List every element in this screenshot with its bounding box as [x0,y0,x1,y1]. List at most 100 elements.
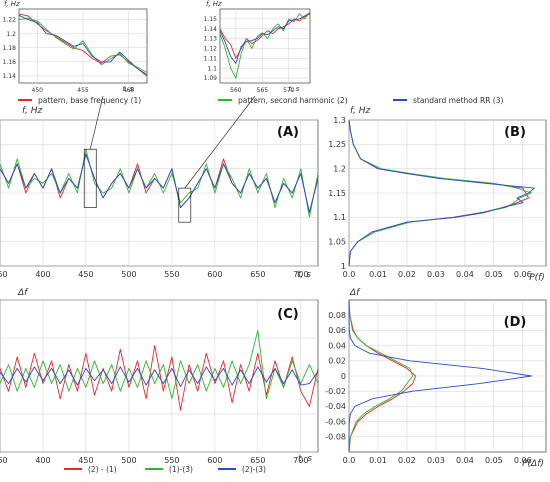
y-axis-label: f, Hz [350,106,370,116]
y-tick-label: -0.04 [325,402,346,411]
panel-inset1: 450 455 460 1.14 1.16 1.18 1.2 1.22 f, Hz t, s [3,0,148,94]
y-tick-label: 1.11 [204,55,218,62]
connector-line [184,95,256,189]
y-tick-label: 0 [341,372,346,381]
x-tick-label: 350 [0,270,8,279]
series-line-2 [348,299,414,453]
panel-inset2: 560 565 570 1.09 1.1 1.11 1.12 1.13 1.14 1.15 f, H… [204,0,311,94]
x-tick-label: 550 [164,270,179,279]
y-tick-label: 1.1 [333,213,346,222]
series-line-3 [0,153,319,213]
y-tick-label: 1.22 [3,17,17,24]
x-tick-label: 400 [35,456,50,465]
x-tick-label: 0.01 [369,456,387,465]
panel-label: (D) [504,315,527,330]
panel-label: (A) [277,125,299,140]
series-line-3 [0,366,319,388]
x-tick-label: 400 [35,270,50,279]
y-axis-label: Δf [349,288,361,298]
y-tick-label: 1 [341,262,346,271]
y-tick-label: 1.09 [204,75,218,82]
y-tick-label: 1.15 [204,16,218,23]
y-tick-label: 1.12 [204,46,218,53]
x-tick-label: 0.04 [456,456,474,465]
connector-line [89,95,104,150]
y-axis-label: f, Hz [22,106,42,116]
y-tick-label: 1.2 [6,31,16,38]
legend-label: (2)-(3) [242,465,266,474]
x-tick-label: 600 [207,456,222,465]
legend-label: standard method RR (3) [413,96,504,105]
legend-label: pattern, base frequency (1) [38,96,141,105]
x-tick-label: 0.04 [456,270,474,279]
y-tick-label: -0.08 [325,433,346,442]
y-tick-label: 1.25 [328,140,346,149]
panel-C: 350400450500550600650700-0.1-0.0500.050.… [0,288,319,465]
y-tick-label: -0.02 [325,387,346,396]
y-axis-label: f, Hz [206,0,222,8]
x-tick-label: 0.01 [369,270,387,279]
y-tick-label: 1.15 [328,189,346,198]
x-axis-label: t, s [123,85,134,93]
y-tick-label: 1.2 [333,164,346,173]
x-axis-label: t, s [298,454,312,464]
x-tick-label: 0.02 [398,270,416,279]
x-tick-label: 0.02 [398,456,416,465]
x-tick-label: 0.05 [485,456,503,465]
x-tick-label: 450 [78,456,93,465]
plot-frame [219,8,311,84]
x-tick-label: 455 [77,87,89,94]
x-tick-label: 0.06 [514,270,532,279]
legend-label: (2) - (1) [88,465,117,474]
y-tick-label: 1.13 [204,36,218,43]
series-line-1 [219,13,311,59]
y-tick-label: 1.1 [207,65,217,72]
y-tick-label: 0.08 [328,311,346,320]
x-tick-label: 0.06 [514,456,532,465]
x-tick-label: 650 [250,270,265,279]
y-tick-label: 1.18 [3,45,17,52]
x-axis-label: P(Δf) [522,459,544,469]
x-tick-label: 450 [32,87,44,94]
x-tick-label: 650 [250,456,265,465]
series-line-3 [348,300,532,452]
series-line-3 [18,14,148,77]
y-tick-label: 1.3 [333,116,346,125]
series-line-3 [219,12,311,64]
x-tick-label: 450 [78,270,93,279]
x-tick-label: 500 [121,270,136,279]
x-tick-label: 700 [293,456,308,465]
x-tick-label: 565 [257,87,269,94]
panel-B: 0.0 0.01 0.02 0.03 0.04 0.05 0.06 1 1.05 1.1 1.15 1… [328,106,547,283]
x-axis-label: t, s [289,85,300,93]
x-tick-label: 600 [207,270,222,279]
panel-label: (C) [277,307,298,322]
panel-D: 0.0 0.01 0.02 0.03 0.04 0.05 0.06 -0.08 -0.06 -0.… [325,288,547,469]
y-tick-label: 1.05 [328,237,346,246]
legend-label: (1)-(3) [169,465,193,474]
y-tick-label: 1.14 [204,26,218,33]
x-axis-label: P(f) [529,273,545,283]
panel-A: 35040045050055060065070011.051.11.151.21… [0,106,319,280]
series-line-2 [219,11,311,79]
legend-label: pattern, second harmonic (2) [238,96,348,105]
x-tick-label: 0.03 [427,456,445,465]
y-axis-label: Δf [17,288,29,298]
x-tick-label: 700 [293,270,308,279]
panel-label: (B) [504,125,526,140]
x-tick-label: 550 [164,456,179,465]
x-tick-label: 350 [0,456,8,465]
series-line-3 [348,119,535,267]
y-tick-label: 0.04 [328,341,346,350]
x-tick-label: 0.03 [427,270,445,279]
y-tick-label: 1.16 [3,59,17,66]
series-line-2 [18,17,148,73]
x-tick-label: 460 [123,87,135,94]
x-tick-label: 570 [283,87,295,94]
x-tick-label: 0.0 [343,270,356,279]
x-axis-label: t, s [297,270,311,280]
series-line-2 [0,329,319,400]
y-axis-label: f, Hz [4,0,20,8]
x-tick-label: 0.05 [485,270,503,279]
